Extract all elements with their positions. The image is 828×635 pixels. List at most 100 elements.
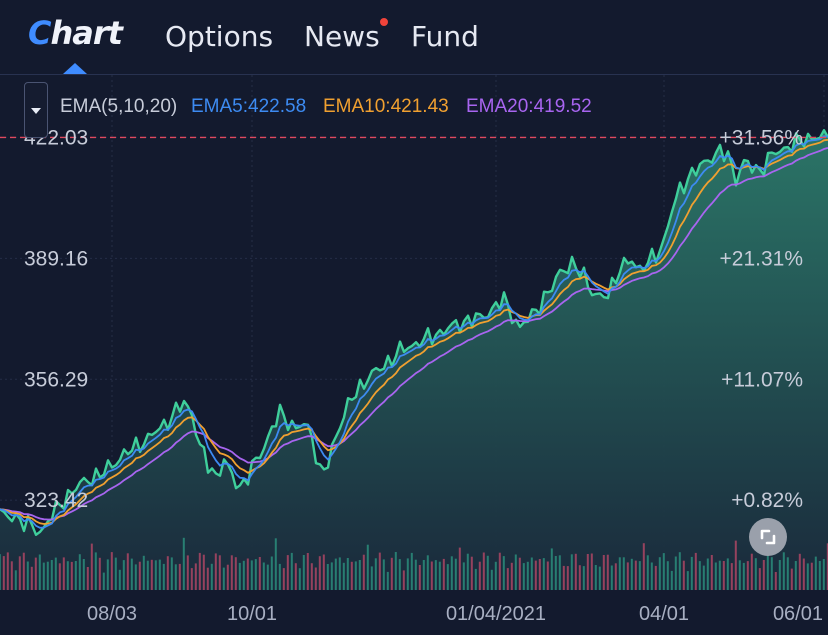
volume-bar <box>258 557 261 590</box>
volume-bar <box>18 556 21 590</box>
volume-bar <box>38 554 41 590</box>
x-axis-label: 10/01 <box>227 603 277 625</box>
app-logo[interactable]: Chart <box>28 14 123 52</box>
volume-bar <box>546 561 549 590</box>
volume-bar <box>778 560 781 590</box>
volume-bar <box>722 561 725 590</box>
volume-bar <box>614 563 617 590</box>
volume-bar <box>826 543 828 590</box>
volume-bar <box>690 556 693 590</box>
volume-bar <box>134 564 137 590</box>
volume-bar <box>166 556 169 590</box>
volume-bar <box>26 561 29 590</box>
volume-bar <box>262 562 265 590</box>
volume-bar <box>438 561 441 590</box>
volume-bar <box>82 559 85 590</box>
indicator-dropdown-button[interactable] <box>24 82 48 138</box>
volume-bar <box>342 562 345 590</box>
volume-bar <box>198 552 201 590</box>
volume-bar <box>734 540 737 590</box>
volume-bar <box>282 568 285 590</box>
volume-bar <box>774 572 777 590</box>
volume-bar <box>454 558 457 590</box>
volume-bar <box>90 543 93 590</box>
volume-bar <box>338 557 341 590</box>
volume-bar <box>370 566 373 590</box>
volume-bar <box>710 555 713 590</box>
volume-bar <box>130 558 133 590</box>
volume-bar <box>266 564 269 590</box>
fullscreen-icon <box>760 529 776 545</box>
volume-bar <box>182 537 185 590</box>
volume-bar <box>98 557 101 590</box>
volume-bar <box>486 555 489 590</box>
tab-news[interactable]: News <box>304 20 380 53</box>
volume-bar <box>154 560 157 590</box>
tab-options[interactable]: Options <box>165 20 274 53</box>
volume-bar <box>794 561 797 590</box>
volume-bar <box>450 556 453 590</box>
volume-bar <box>750 553 753 590</box>
volume-bar <box>746 561 749 590</box>
volume-bar <box>254 559 257 590</box>
volume-bar <box>698 561 701 590</box>
logo-letter-c: C <box>28 14 52 52</box>
volume-bar <box>66 561 69 590</box>
volume-bar <box>762 560 765 590</box>
volume-bar <box>246 558 249 590</box>
volume-bar <box>670 570 673 590</box>
volume-bar <box>642 543 645 590</box>
volume-bar <box>394 552 397 590</box>
volume-bar <box>106 559 109 590</box>
volume-bar <box>674 556 677 590</box>
volume-bar <box>426 555 429 590</box>
volume-bar <box>230 555 233 590</box>
volume-bar <box>234 557 237 590</box>
volume-bar <box>78 554 81 590</box>
volume-bar <box>574 553 577 590</box>
volume-bar <box>418 565 421 590</box>
volume-bar <box>714 562 717 590</box>
volume-bar <box>562 565 565 590</box>
volume-bar <box>306 553 309 590</box>
volume-bar <box>278 563 281 590</box>
volume-bar <box>310 563 313 590</box>
volume-bar <box>54 557 57 590</box>
volume-bar <box>590 553 593 590</box>
volume-bar <box>558 555 561 590</box>
volume-bar <box>346 558 349 590</box>
volume-bar <box>610 565 613 590</box>
volume-bar <box>810 562 813 590</box>
volume-bar <box>410 552 413 590</box>
volume-bar <box>766 552 769 590</box>
volume-bar <box>758 568 761 590</box>
volume-bar <box>358 560 361 590</box>
volume-bar <box>754 558 757 590</box>
volume-bar <box>706 558 709 590</box>
volume-bar <box>634 560 637 590</box>
volume-bar <box>110 552 113 590</box>
volume-bar <box>718 560 721 590</box>
caret-down-icon <box>31 108 41 114</box>
tab-fund[interactable]: Fund <box>411 20 479 53</box>
volume-bar <box>662 553 665 590</box>
volume-bar <box>126 553 129 590</box>
volume-bar <box>462 562 465 590</box>
volume-bar <box>422 560 425 590</box>
fullscreen-button[interactable] <box>749 518 787 556</box>
volume-bar <box>730 563 733 590</box>
volume-bar <box>150 559 153 590</box>
price-line <box>0 129 828 536</box>
y-axis-percent-label: +0.82% <box>731 489 803 512</box>
volume-bar <box>22 552 25 590</box>
volume-bar <box>682 560 685 590</box>
volume-bar <box>326 564 329 590</box>
volume-bar <box>414 559 417 590</box>
volume-bar <box>382 559 385 590</box>
volume-bar <box>470 556 473 590</box>
x-axis-label: 04/01 <box>639 603 689 625</box>
volume-bar <box>406 558 409 590</box>
volume-bar <box>654 565 657 590</box>
volume-bar <box>818 561 821 590</box>
